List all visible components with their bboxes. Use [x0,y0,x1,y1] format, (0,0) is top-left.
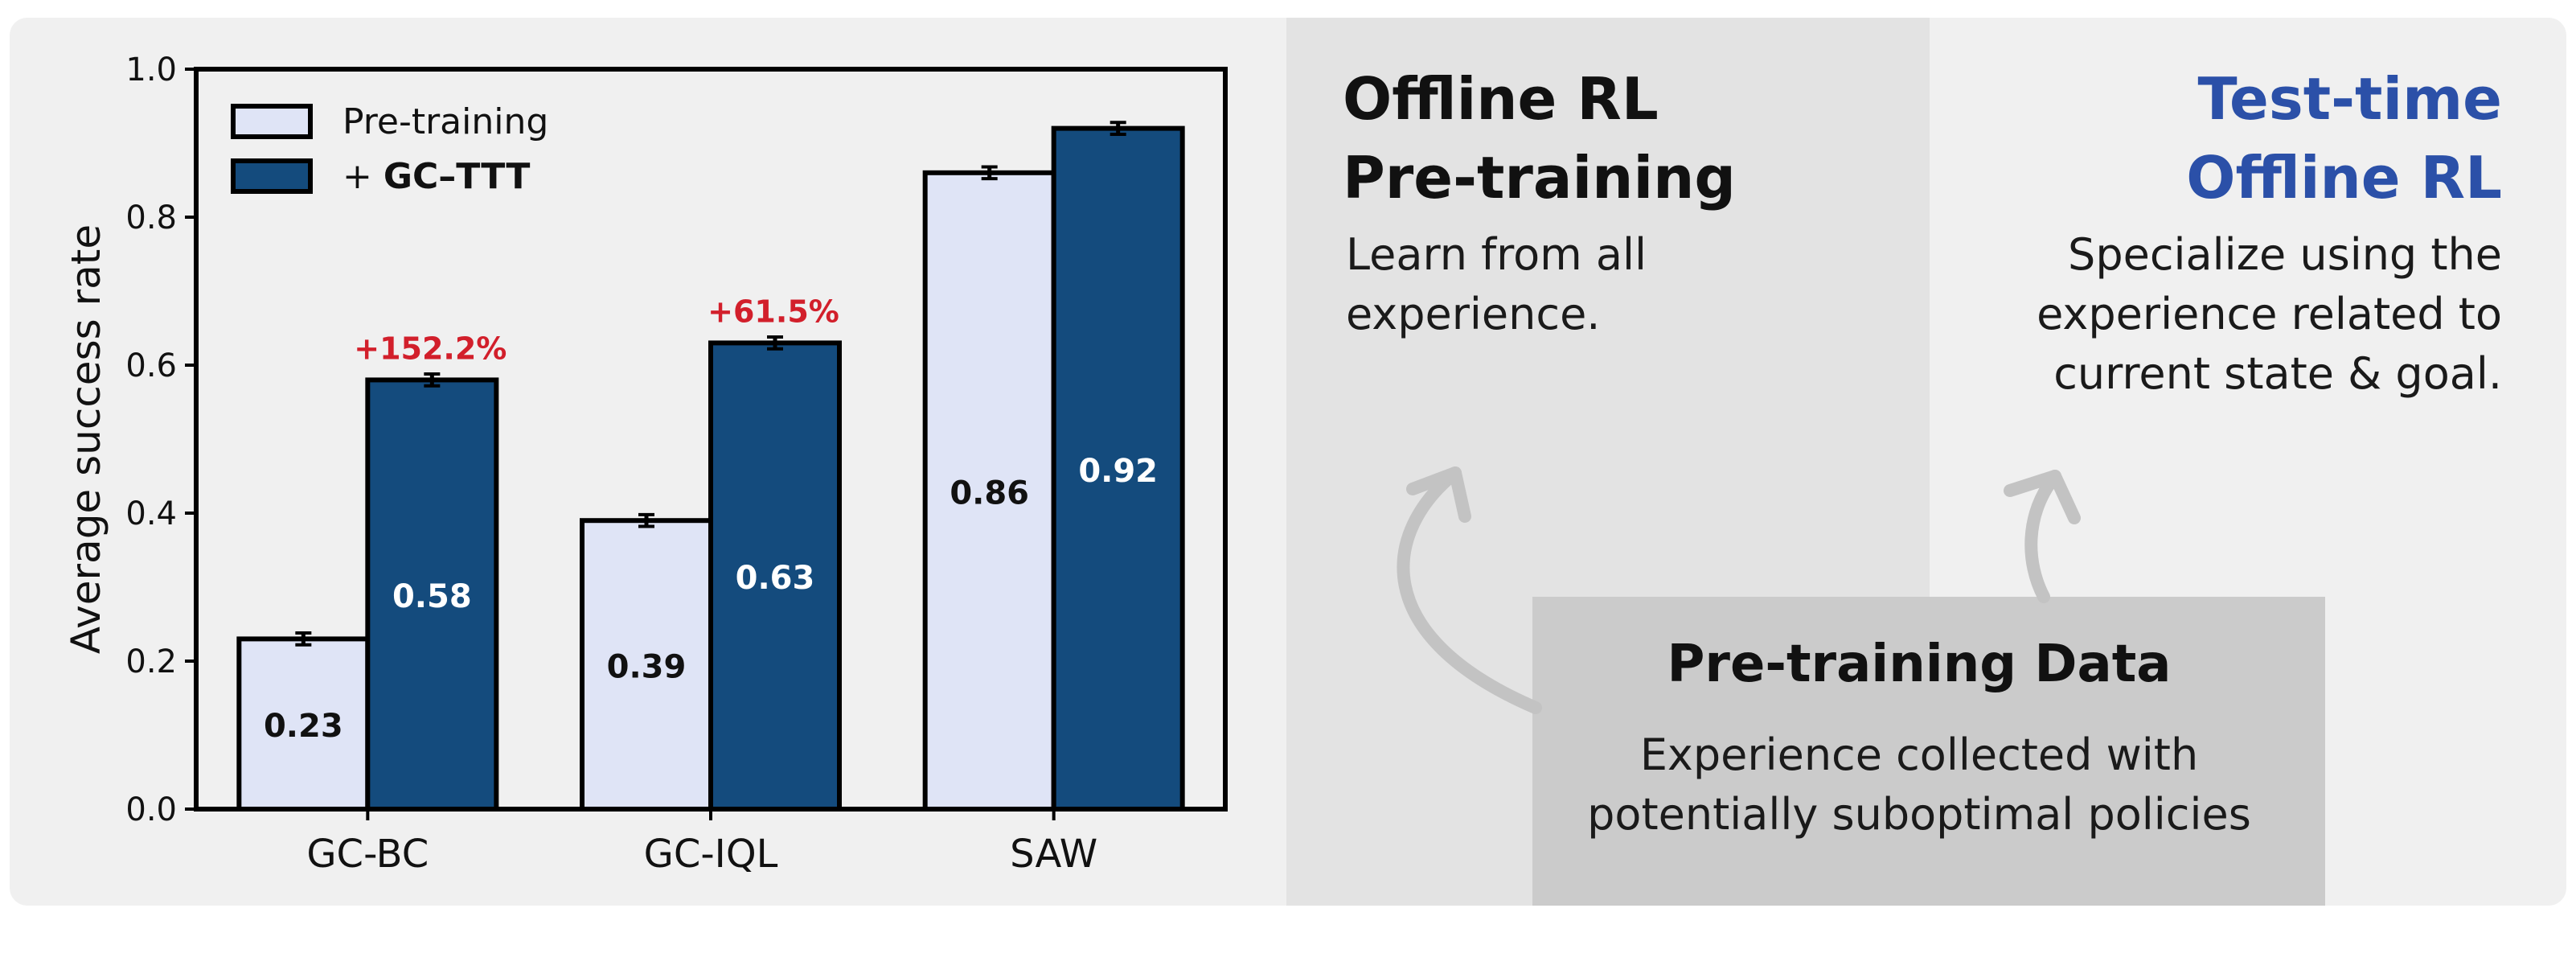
arrow-to-offline-rl [1397,466,1542,714]
legend-label: Pre-training [343,101,548,142]
y-tick-label: 0.8 [125,199,177,236]
test-time-title-line: Offline RL [2186,144,2502,212]
bar-value-label: 0.58 [392,578,472,615]
test-time-rl-title: Test-time Offline RL [2186,60,2502,217]
legend-swatch [231,104,313,139]
pretraining-data-title: Pre-training Data [1667,635,2172,694]
pretraining-data-box [1532,597,2325,906]
test-time-desc-line: experience related to [2037,289,2502,339]
improvement-annotation: +152.2% [354,331,507,366]
y-axis-label: Average success rate [63,224,109,654]
arrowhead-test-time [2004,470,2081,524]
offline-rl-desc-line: experience. [1346,289,1601,339]
bar [365,377,499,812]
improvement-annotation: +61.5% [708,294,839,329]
bar [708,340,842,812]
offline-rl-description: Learn from all experience. [1346,225,1647,344]
bar-value-label: 0.92 [1078,453,1158,490]
y-tick-label: 0.4 [125,495,177,532]
offline-rl-desc-line: Learn from all [1346,229,1647,280]
bar [922,170,1056,812]
bar-value-label: 0.23 [264,708,343,745]
arrowhead-offline-rl [1406,466,1471,523]
bar-value-label: 0.86 [950,475,1029,512]
x-tick-label: SAW [1010,832,1097,877]
test-time-rl-description: Specialize using the experience related … [2037,225,2502,404]
offline-rl-title-line: Offline RL [1343,65,1659,133]
offline-rl-title: Offline RL Pre-training [1343,60,1736,217]
y-tick-label: 0.0 [125,791,177,828]
offline-rl-title-line: Pre-training [1343,144,1736,212]
bar [236,636,371,812]
x-tick-label: GC-BC [306,832,429,877]
pretraining-data-description: Experience collected with potentially su… [1523,725,2316,844]
test-time-title-line: Test-time [2197,65,2503,133]
y-tick-label: 0.2 [125,643,177,680]
x-tick-label: GC-IQL [644,832,778,877]
legend-label: + GC–TTT [343,156,530,197]
plot-frame [194,67,1228,812]
bar-value-label: 0.63 [736,560,815,597]
pretraining-data-desc-line: potentially suboptimal policies [1587,789,2251,840]
test-time-desc-line: current state & goal. [2053,348,2502,399]
y-tick-label: 0.6 [125,347,177,384]
bar-value-label: 0.39 [607,649,687,686]
test-time-desc-line: Specialize using the [2068,229,2502,280]
pretraining-data-desc-line: Experience collected with [1639,729,2199,780]
arrow-to-test-time [2024,470,2061,603]
legend-swatch [231,158,313,194]
bar [1051,125,1185,812]
y-tick-label: 1.0 [125,51,177,88]
